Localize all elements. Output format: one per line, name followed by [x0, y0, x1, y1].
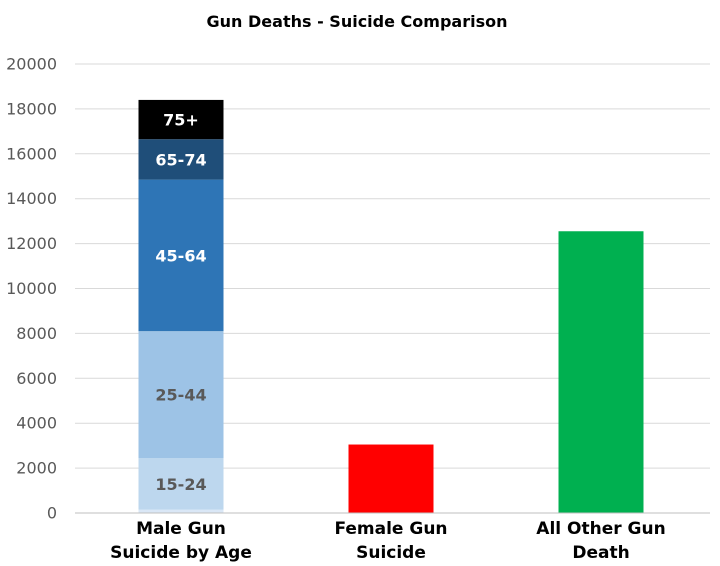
- y-tick-label: 8000: [16, 324, 57, 343]
- x-axis-category-labels: Male Gun Suicide by Age Female Gun Suicide A…: [110, 519, 666, 563]
- bar-segment: [138, 457, 224, 510]
- bar-segment: [138, 509, 224, 513]
- bar-segment: [558, 231, 644, 513]
- y-tick-label: 0: [47, 504, 57, 523]
- x-category-label: Suicide by Age: [110, 543, 252, 563]
- bar-segment: [348, 444, 434, 513]
- segment-labels: 15-24 25-44 45-64 65-74 75+: [155, 111, 206, 494]
- segment-label: 15-24: [155, 475, 206, 494]
- bars: [138, 99, 644, 513]
- bar-segment: [138, 99, 224, 140]
- y-tick-label: 6000: [16, 369, 57, 388]
- x-category-label: Death: [572, 543, 629, 563]
- y-tick-label: 20000: [6, 55, 57, 74]
- y-tick-label: 4000: [16, 414, 57, 433]
- y-tick-label: 2000: [16, 459, 57, 478]
- y-tick-label: 18000: [6, 99, 57, 118]
- segment-label: 25-44: [155, 386, 206, 405]
- y-tick-label: 12000: [6, 234, 57, 253]
- y-tick-label: 10000: [6, 279, 57, 298]
- segment-label: 65-74: [155, 150, 206, 169]
- chart-title: Gun Deaths - Suicide Comparison: [207, 12, 508, 31]
- x-category-label: All Other Gun: [536, 519, 665, 539]
- bar-segment: [138, 139, 224, 180]
- segment-label: 75+: [163, 111, 199, 130]
- y-tick-label: 14000: [6, 189, 57, 208]
- y-axis-tick-labels: 0 2000 4000 6000 8000 10000 12000 14000 16000 180…: [6, 55, 57, 523]
- bar-segment: [138, 331, 224, 458]
- bar-segment: [138, 179, 224, 332]
- y-tick-label: 16000: [6, 144, 57, 163]
- segment-label: 45-64: [155, 246, 206, 265]
- x-category-label: Male Gun: [136, 519, 226, 539]
- x-category-label: Female Gun: [334, 519, 447, 539]
- x-category-label: Suicide: [356, 543, 426, 563]
